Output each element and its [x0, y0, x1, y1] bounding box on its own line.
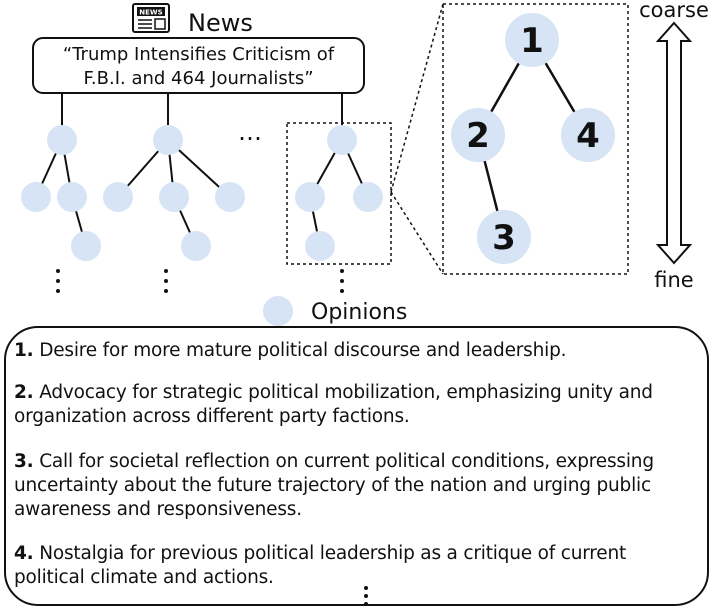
zoom-node-4-label: 4	[576, 116, 600, 156]
headline-line-2: F.B.I. and 464 Journalists”	[83, 68, 313, 89]
zoomed-tree: 1 2 3 4	[442, 3, 629, 275]
opinion-2-line-1: Advocacy for strategic political mobiliz…	[39, 382, 653, 403]
scale-fine-label: fine	[654, 268, 693, 292]
opinion-tree-diagram: NEWS News “Trump Intensifies Criticism o…	[21, 0, 709, 326]
zoom-node-2-label: 2	[466, 116, 490, 156]
opinion-node	[295, 182, 325, 212]
root-connectors	[61, 93, 343, 126]
vertical-ellipses	[56, 269, 344, 293]
opinions-panel	[4, 326, 709, 606]
highlight-box	[286, 122, 392, 265]
newspaper-icon: NEWS	[132, 3, 170, 33]
opinion-tree-highlighted	[286, 122, 392, 265]
opinion-node	[103, 182, 133, 212]
opinion-2-number: 2.	[14, 382, 34, 403]
opinion-1-number: 1.	[14, 340, 34, 361]
opinion-2-line-2: organization across different party fact…	[14, 406, 410, 427]
panel-more-ellipsis	[364, 586, 368, 606]
opinion-tree-2	[103, 125, 245, 261]
opinion-node	[57, 182, 87, 212]
opinion-item-4: 4. Nostalgia for previous political lead…	[14, 542, 704, 590]
headline-line-1: “Trump Intensifies Criticism of	[63, 44, 335, 65]
opinion-3-line-1: Call for societal reflection on current …	[39, 451, 654, 472]
opinion-4-line-1: Nostalgia for previous political leaders…	[39, 543, 627, 564]
newspaper-icon-text: NEWS	[139, 9, 162, 17]
legend-node-icon	[263, 296, 293, 326]
opinion-node	[181, 231, 211, 261]
double-arrow-icon	[655, 21, 693, 265]
opinion-4-number: 4.	[14, 543, 34, 564]
opinion-tree-1	[21, 125, 101, 261]
zoom-node-2	[451, 108, 505, 162]
opinion-node	[71, 231, 101, 261]
zoom-node-1-label: 1	[520, 21, 544, 61]
opinion-item-1: 1. Desire for more mature political disc…	[14, 339, 704, 363]
opinion-node	[21, 182, 51, 212]
zoom-node-3	[477, 210, 531, 264]
opinion-node	[47, 125, 77, 155]
opinion-3-line-2: uncertainty about the future trajectory …	[14, 475, 651, 496]
scale-coarse-label: coarse	[639, 0, 709, 22]
opinion-node	[353, 182, 383, 212]
zoom-node-1	[505, 13, 559, 67]
opinion-3-line-3: awareness and responsiveness.	[14, 499, 302, 520]
horizontal-ellipsis: …	[238, 118, 262, 146]
zoom-lines	[390, 3, 444, 275]
opinion-3-number: 3.	[14, 451, 34, 472]
legend-label: Opinions	[311, 300, 407, 325]
zoom-node-3-label: 3	[492, 218, 516, 258]
zoom-node-4	[561, 108, 615, 162]
opinion-item-2: 2. Advocacy for strategic political mobi…	[14, 381, 704, 429]
opinion-node	[327, 125, 357, 155]
headline-box	[32, 37, 365, 94]
zoom-box	[442, 3, 629, 275]
news-label: News	[188, 9, 253, 37]
opinion-1-text: Desire for more mature political discour…	[39, 340, 567, 361]
opinion-node	[159, 182, 189, 212]
opinion-item-3: 3. Call for societal reflection on curre…	[14, 450, 704, 522]
opinion-node	[305, 231, 335, 261]
opinion-node	[153, 125, 183, 155]
opinion-4-line-2: political climate and actions.	[14, 567, 274, 588]
opinion-node	[215, 182, 245, 212]
